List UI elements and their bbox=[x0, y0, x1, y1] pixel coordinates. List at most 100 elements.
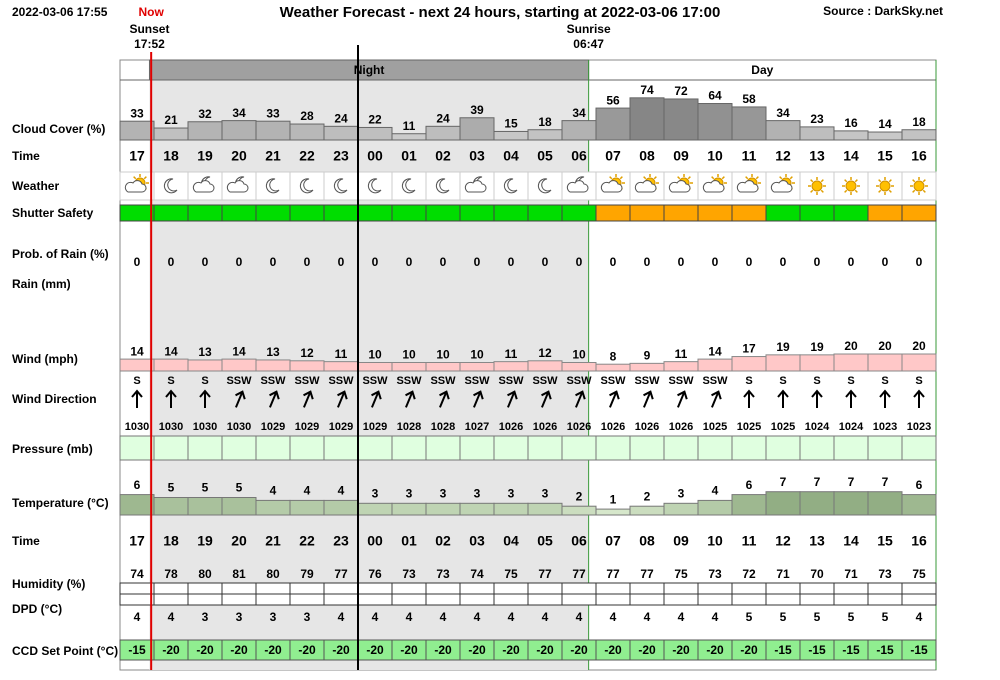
humidity-value: 74 bbox=[130, 567, 144, 581]
pressure-cell bbox=[255, 435, 291, 461]
pressure-cell bbox=[391, 435, 427, 461]
wind-dir: S bbox=[881, 375, 888, 387]
cloud-bar bbox=[799, 126, 835, 141]
pressure-cell bbox=[867, 435, 903, 461]
temp-bar bbox=[629, 505, 665, 516]
wind-arrow bbox=[131, 389, 143, 408]
ccd-value: -15 bbox=[128, 643, 146, 657]
wind-bar bbox=[459, 362, 495, 372]
time: 15 bbox=[877, 148, 893, 164]
shutter-cell bbox=[323, 204, 359, 222]
arrow-head bbox=[879, 389, 891, 398]
temp-value: 7 bbox=[780, 475, 787, 489]
humidity-value: 81 bbox=[232, 567, 246, 581]
pressure-cell bbox=[187, 435, 223, 461]
arrow-shaft bbox=[643, 392, 651, 408]
humidity-value: 74 bbox=[470, 567, 484, 581]
temp-value: 5 bbox=[168, 481, 175, 495]
sun-ray bbox=[810, 179, 814, 183]
pressure-cell bbox=[493, 435, 529, 461]
time: 03 bbox=[469, 533, 485, 549]
wind-bar bbox=[527, 360, 563, 372]
pressure-cell bbox=[595, 435, 631, 461]
time: 04 bbox=[503, 148, 519, 164]
sun-ray bbox=[922, 189, 926, 193]
shutter-cell bbox=[561, 204, 597, 222]
row-label: Rain (mm) bbox=[12, 277, 71, 291]
temp-value: 7 bbox=[848, 475, 855, 489]
weather-icon bbox=[876, 177, 894, 195]
cloud bbox=[226, 180, 249, 193]
night-label: Night bbox=[354, 63, 385, 77]
rain-prob: 0 bbox=[406, 255, 413, 269]
temp-bar bbox=[527, 502, 563, 516]
dpd-value: 3 bbox=[202, 610, 209, 624]
cloud-bar bbox=[901, 129, 937, 141]
temp-value: 6 bbox=[916, 478, 923, 492]
shutter-cell bbox=[833, 204, 869, 222]
row-label: DPD (°C) bbox=[12, 602, 62, 616]
arrow-head bbox=[473, 390, 484, 400]
wind-dir: SSW bbox=[260, 375, 286, 387]
pressure-value: 1026 bbox=[533, 421, 557, 433]
cloud-value: 24 bbox=[436, 111, 450, 125]
sun-ray bbox=[687, 176, 691, 180]
arrow-head bbox=[405, 390, 416, 400]
cloud bbox=[566, 180, 589, 193]
sunrise-time: 06:47 bbox=[573, 37, 604, 51]
wind-bar bbox=[629, 362, 665, 372]
wind-value: 12 bbox=[300, 346, 314, 360]
ccd-cell bbox=[901, 639, 937, 661]
temp-value: 4 bbox=[338, 484, 345, 498]
wind-dir: SSW bbox=[532, 375, 558, 387]
arrow-head bbox=[269, 390, 280, 400]
arrow-shaft bbox=[439, 392, 447, 408]
row-label: Wind (mph) bbox=[12, 352, 78, 366]
temp-bar bbox=[255, 499, 291, 516]
cloud-bar bbox=[357, 126, 393, 141]
sun-ray bbox=[912, 189, 916, 193]
dpd-value: 4 bbox=[542, 610, 549, 624]
wind-dir: SSW bbox=[464, 375, 490, 387]
arrow-head bbox=[439, 390, 450, 400]
humidity-value: 77 bbox=[640, 567, 654, 581]
sun-ray bbox=[888, 189, 892, 193]
temp-bar bbox=[119, 494, 155, 516]
arrow-head bbox=[677, 390, 688, 400]
weather-cell bbox=[527, 171, 563, 201]
time: 00 bbox=[367, 148, 383, 164]
humidity-value: 73 bbox=[878, 567, 892, 581]
shutter-cell bbox=[663, 204, 699, 222]
humidity-value: 71 bbox=[844, 567, 858, 581]
sun-ray bbox=[677, 176, 681, 180]
wind-value: 14 bbox=[708, 344, 722, 358]
arrow-head bbox=[643, 390, 654, 400]
wind-value: 9 bbox=[644, 349, 651, 363]
title: Weather Forecast - next 24 hours, starti… bbox=[280, 4, 721, 21]
time: 13 bbox=[809, 533, 825, 549]
wind-dir: S bbox=[915, 375, 922, 387]
ccd-value: -20 bbox=[638, 643, 656, 657]
cloud-bar bbox=[765, 120, 801, 141]
pressure-value: 1026 bbox=[669, 421, 693, 433]
cloud-bar bbox=[119, 120, 155, 141]
weather-icon bbox=[537, 178, 552, 194]
pressure-cell bbox=[629, 435, 665, 461]
row-label: Wind Direction bbox=[12, 392, 97, 406]
temp-value: 2 bbox=[576, 489, 583, 503]
wind-value: 10 bbox=[436, 348, 450, 362]
shutter-cell bbox=[493, 204, 529, 222]
row-label: Weather bbox=[12, 179, 59, 193]
time: 15 bbox=[877, 533, 893, 549]
dpd-value: 3 bbox=[304, 610, 311, 624]
wind-dir: SSW bbox=[226, 375, 252, 387]
wind-bar bbox=[289, 360, 325, 372]
time: 11 bbox=[742, 533, 757, 549]
shutter-cell bbox=[391, 204, 427, 222]
wind-bar bbox=[697, 358, 733, 372]
wind-value: 8 bbox=[610, 349, 617, 363]
cloud-bar bbox=[323, 125, 359, 141]
rain-prob: 0 bbox=[848, 255, 855, 269]
cloud-bar bbox=[255, 120, 291, 141]
